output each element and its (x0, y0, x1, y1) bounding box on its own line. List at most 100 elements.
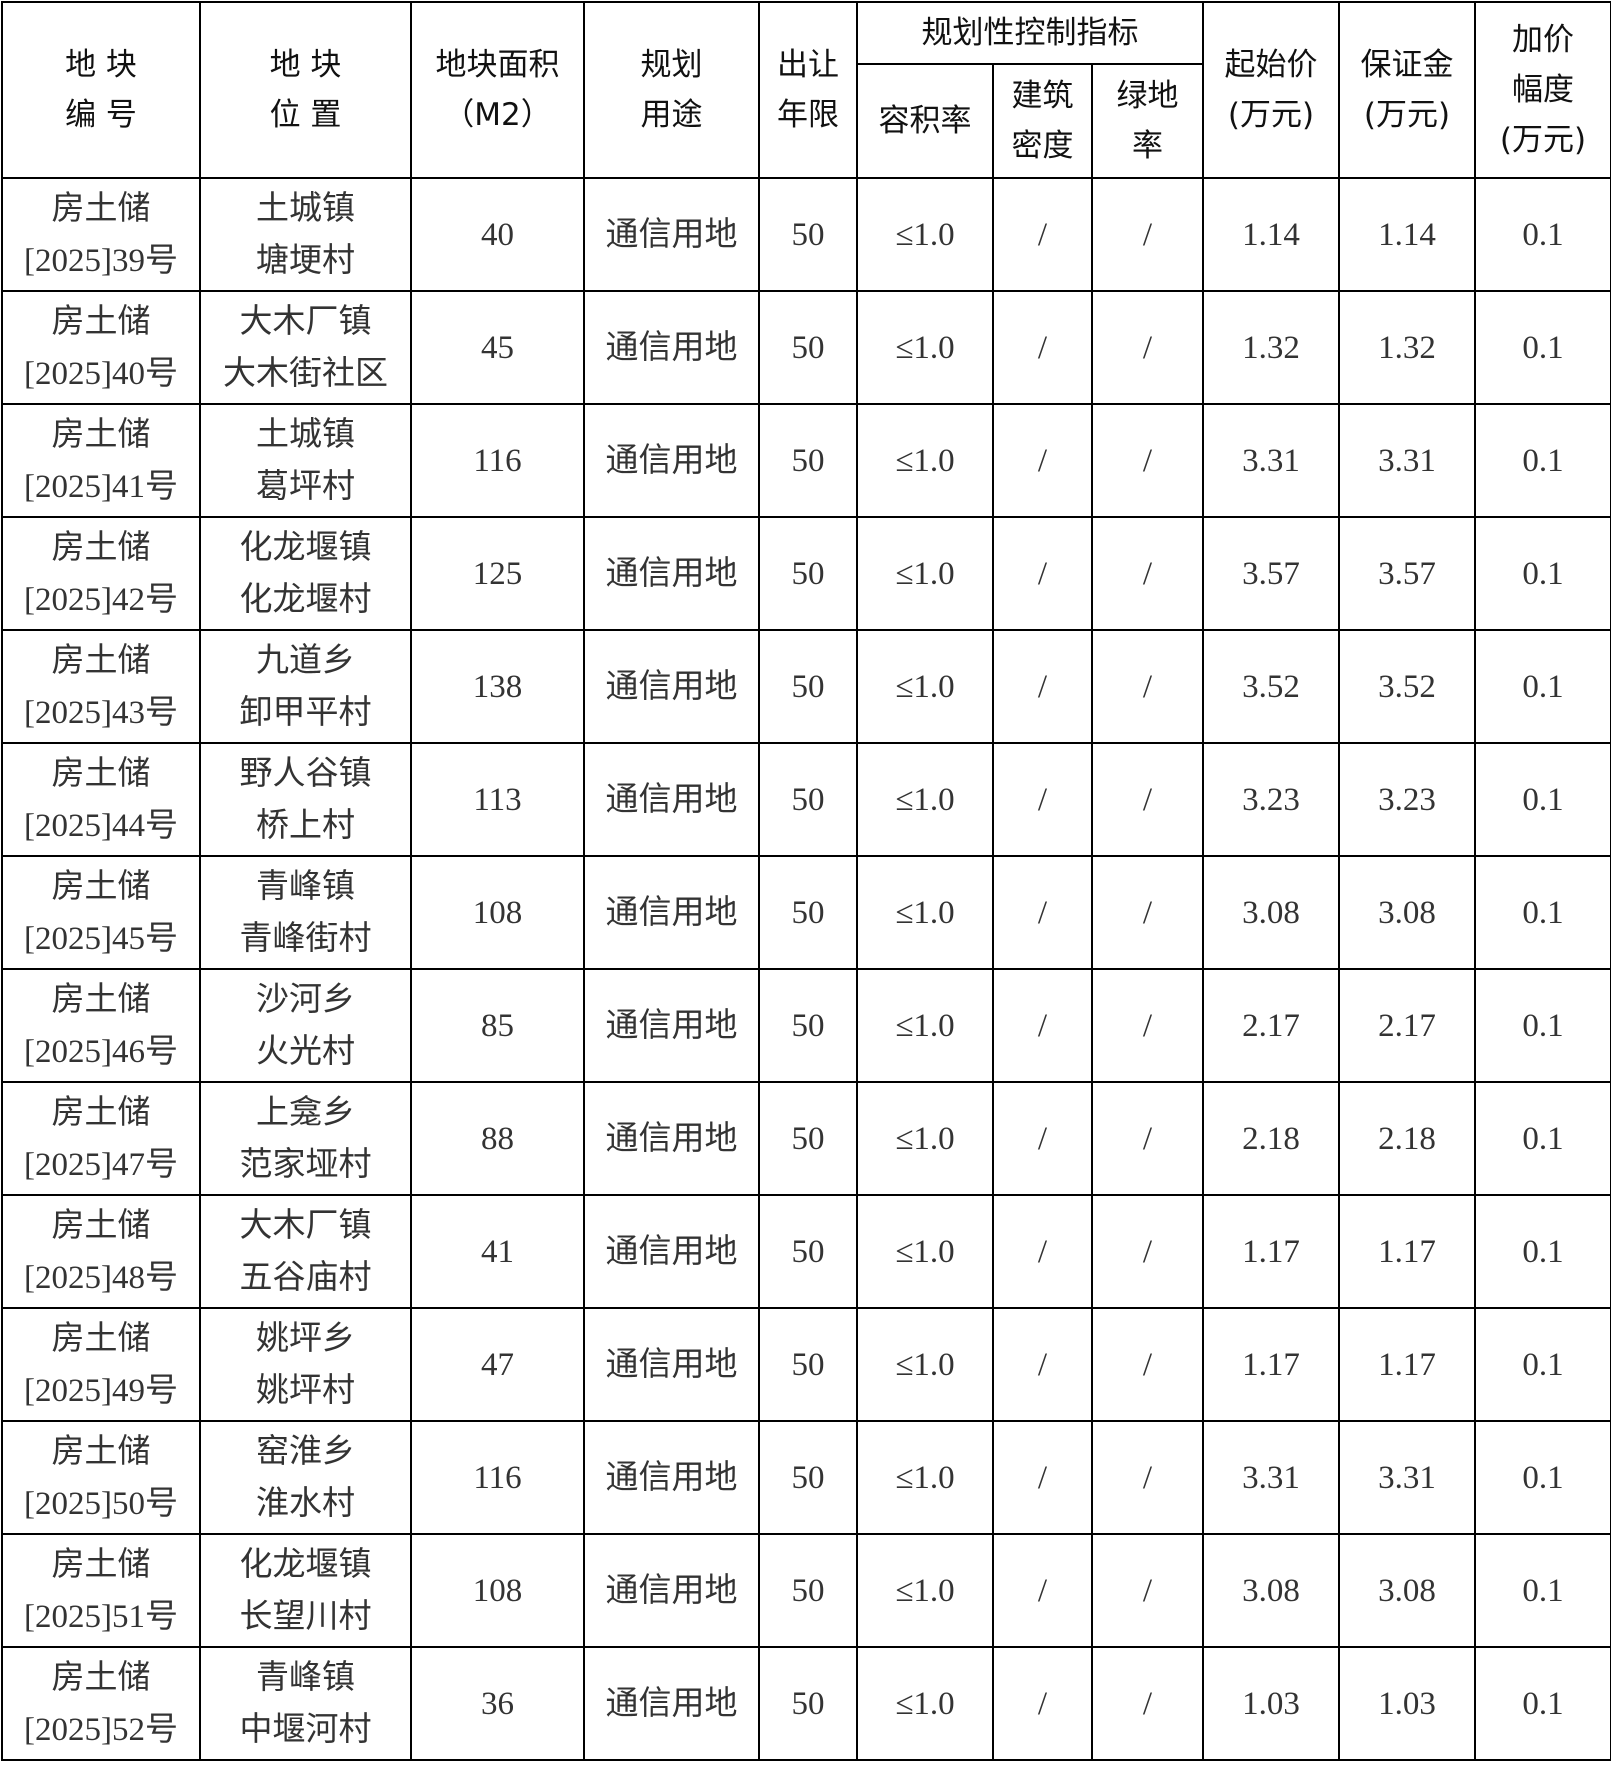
cell-green: / (1091, 290, 1204, 405)
cell-no: 房土储 [2025]42号 (1, 516, 201, 631)
cell-no: 房土储 [2025]51号 (1, 1533, 201, 1648)
cell-area: 47 (410, 1307, 585, 1422)
cell-density: / (992, 1533, 1093, 1648)
cell-green: / (1091, 1081, 1204, 1196)
header-line: 起始价 (1224, 47, 1318, 83)
cell-use: 通信用地 (583, 516, 760, 631)
cell-line: 化龙堰镇 (239, 1546, 372, 1583)
cell-far: ≤1.0 (856, 1646, 994, 1761)
cell-use: 通信用地 (583, 403, 760, 518)
cell-use: 通信用地 (583, 1307, 760, 1422)
cell-line: 上龛乡 (256, 1094, 355, 1131)
header-line: 建筑 (1011, 78, 1074, 114)
cell-line: 大木街社区 (223, 355, 388, 392)
cell-term: 50 (758, 742, 858, 857)
table-row: 房土储 [2025]45号 青峰镇 青峰街村 108 通信用地 50 ≤1.0//3.08 3.… (1, 855, 1611, 970)
cell-line: 窑淮乡 (256, 1433, 355, 1470)
cell-line: 房土储 (51, 642, 151, 679)
cell-line: 中堰河村 (239, 1711, 372, 1748)
cell-green: / (1091, 1194, 1204, 1309)
cell-deposit: 2.18 (1338, 1081, 1476, 1196)
cell-loc: 青峰镇 青峰街村 (199, 855, 412, 970)
cell-no: 房土储 [2025]44号 (1, 742, 201, 857)
cell-no: 房土储 [2025]39号 (1, 177, 201, 292)
header-line: (万元) (1227, 97, 1315, 133)
cell-area: 40 (410, 177, 585, 292)
cell-line: 大木厂镇 (239, 1207, 372, 1244)
cell-line: 房土储 (51, 1433, 151, 1470)
cell-density: / (992, 629, 1093, 744)
cell-line: 房土储 (51, 1207, 151, 1244)
cell-line: [2025]51号 (24, 1598, 178, 1635)
cell-term: 50 (758, 1533, 858, 1648)
cell-price: 1.17 (1202, 1194, 1340, 1309)
table-row: 房土储 [2025]39号 土城镇 塘埂村 40 通信用地 50 ≤1.0//1.14 1.14… (1, 177, 1611, 292)
cell-no: 房土储 [2025]41号 (1, 403, 201, 518)
header-area: 地块面积 （M2） (410, 1, 585, 179)
header-control-group: 规划性控制指标 (856, 1, 1204, 65)
cell-line: 房土储 (51, 1659, 151, 1696)
cell-area: 88 (410, 1081, 585, 1196)
cell-green: / (1091, 629, 1204, 744)
header-line: 加价 (1512, 22, 1574, 58)
cell-far: ≤1.0 (856, 177, 994, 292)
cell-deposit: 3.31 (1338, 403, 1476, 518)
cell-density: / (992, 290, 1093, 405)
table-row: 房土储 [2025]40号 大木厂镇 大木街社区 45 通信用地 50 ≤1.0//1.32 1… (1, 290, 1611, 405)
cell-term: 50 (758, 1420, 858, 1535)
cell-line: [2025]50号 (24, 1485, 178, 1522)
header-line: 用途 (640, 97, 703, 133)
cell-term: 50 (758, 1081, 858, 1196)
cell-term: 50 (758, 290, 858, 405)
cell-line: 九道乡 (256, 642, 355, 679)
header-green: 绿地率 (1091, 63, 1204, 179)
cell-price: 2.17 (1202, 968, 1340, 1083)
cell-no: 房土储 [2025]43号 (1, 629, 201, 744)
cell-price: 3.31 (1202, 403, 1340, 518)
cell-line: 房土储 (51, 755, 151, 792)
cell-area: 85 (410, 968, 585, 1083)
cell-green: / (1091, 1646, 1204, 1761)
cell-price: 3.08 (1202, 855, 1340, 970)
cell-density: / (992, 177, 1093, 292)
cell-price: 3.57 (1202, 516, 1340, 631)
cell-density: / (992, 516, 1093, 631)
cell-line: [2025]49号 (24, 1372, 178, 1409)
cell-area: 36 (410, 1646, 585, 1761)
cell-deposit: 3.23 (1338, 742, 1476, 857)
cell-line: [2025]43号 (24, 694, 178, 731)
cell-density: / (992, 968, 1093, 1083)
cell-price: 3.31 (1202, 1420, 1340, 1535)
cell-price: 2.18 (1202, 1081, 1340, 1196)
cell-line: 房土储 (51, 868, 151, 905)
cell-line: [2025]41号 (24, 468, 178, 505)
cell-inc: 0.1 (1474, 177, 1611, 292)
cell-green: / (1091, 855, 1204, 970)
cell-line: [2025]40号 (24, 355, 178, 392)
cell-line: 青峰镇 (256, 1659, 355, 1696)
cell-deposit: 3.57 (1338, 516, 1476, 631)
cell-use: 通信用地 (583, 290, 760, 405)
table-row: 房土储 [2025]43号 九道乡 卸甲平村 138 通信用地 50 ≤1.0//3.52 3.… (1, 629, 1611, 744)
cell-line: 沙河乡 (256, 981, 355, 1018)
cell-term: 50 (758, 403, 858, 518)
header-line: 地 块 (65, 47, 137, 83)
cell-loc: 大木厂镇 五谷庙村 (199, 1194, 412, 1309)
cell-green: / (1091, 177, 1204, 292)
cell-green: / (1091, 516, 1204, 631)
table-row: 房土储 [2025]52号 青峰镇 中堰河村 36 通信用地 50 ≤1.0//1.03 1.0… (1, 1646, 1611, 1761)
cell-line: 房土储 (51, 1546, 151, 1583)
cell-use: 通信用地 (583, 855, 760, 970)
cell-area: 41 (410, 1194, 585, 1309)
cell-use: 通信用地 (583, 1081, 760, 1196)
cell-loc: 土城镇 塘埂村 (199, 177, 412, 292)
cell-no: 房土储 [2025]47号 (1, 1081, 201, 1196)
cell-use: 通信用地 (583, 1420, 760, 1535)
cell-price: 1.03 (1202, 1646, 1340, 1761)
cell-loc: 化龙堰镇 化龙堰村 (199, 516, 412, 631)
cell-line: 青峰镇 (256, 868, 355, 905)
header-line: （M2） (443, 97, 552, 133)
cell-no: 房土储 [2025]52号 (1, 1646, 201, 1761)
cell-density: / (992, 1420, 1093, 1535)
cell-term: 50 (758, 1646, 858, 1761)
